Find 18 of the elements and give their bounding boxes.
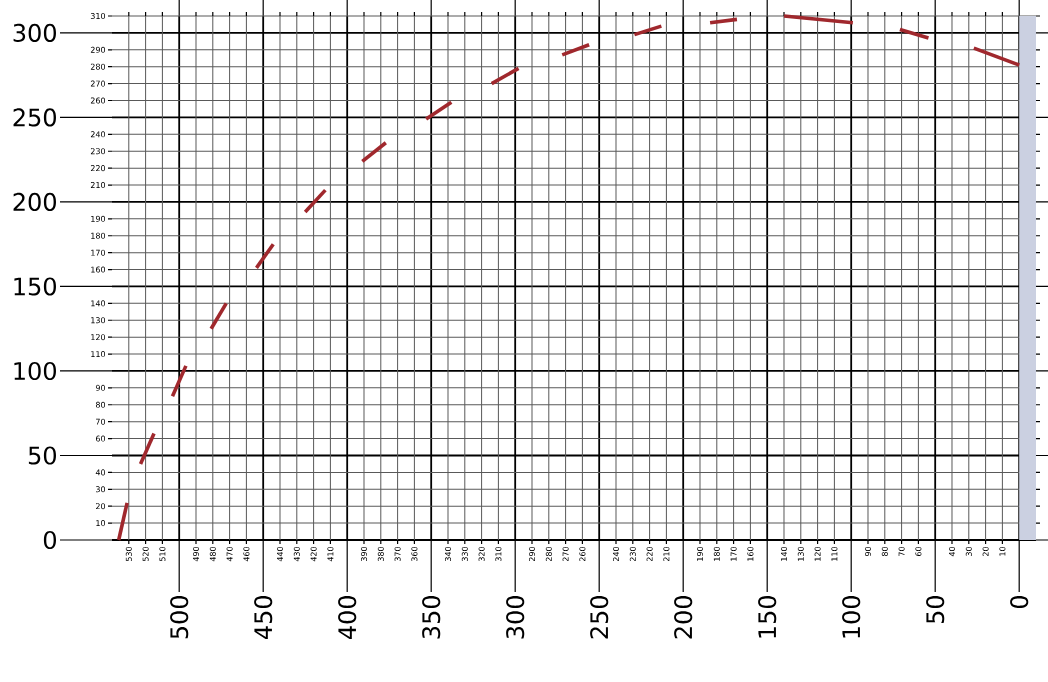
x2-tick-label: 0 [1010,595,1029,609]
y2-tick-label: 100 [14,361,56,381]
x2-tick-label: 450 [254,596,273,640]
y2-tick-label: 0 [43,530,56,550]
x2-tick-label: 400 [338,596,357,640]
x2-tick-label: 200 [674,596,693,639]
x2-tick-label: 350 [422,596,441,639]
y2-tick-label: 200 [13,192,56,212]
x2-tick-label: 500 [170,596,189,639]
x2-tick-label: 100 [842,596,861,638]
x2-tick-label: 250 [590,596,609,639]
x2-tick-label: 150 [758,596,777,638]
y2-tick-label: 150 [14,277,56,296]
x2-tick-label: 300 [506,596,525,639]
y2-tick-label: 50 [28,446,56,465]
y2-tick-label: 250 [13,108,56,127]
y2-tick-label: 300 [13,23,56,42]
x2-tick-label: 50 [926,596,945,624]
